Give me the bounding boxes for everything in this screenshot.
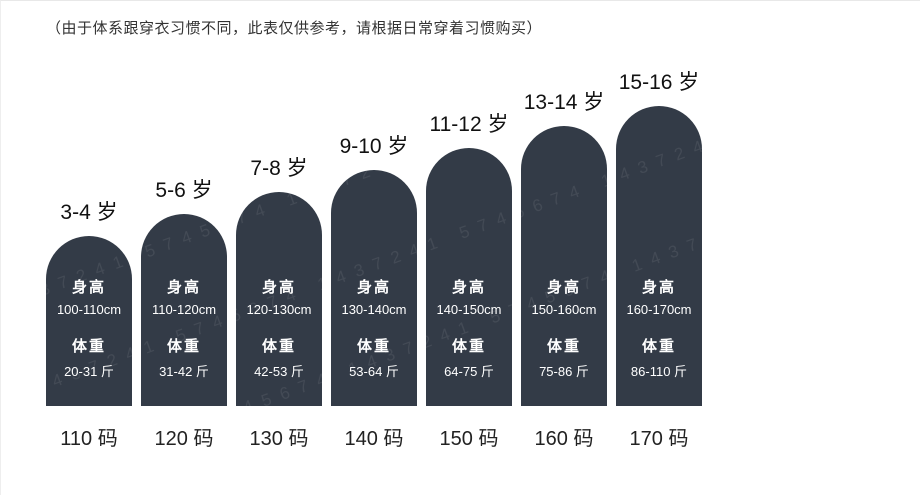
size-code-label: 130 码 (249, 428, 309, 450)
size-code-label: 120 码 (154, 428, 214, 450)
age-label: 11-12 岁 (429, 113, 509, 136)
age-label: 5-6 岁 (155, 179, 213, 202)
weight-value: 31-42 斤 (159, 364, 209, 379)
weight-label: 体重 (641, 338, 676, 355)
weight-value: 53-64 斤 (349, 364, 399, 379)
weight-label: 体重 (546, 338, 581, 355)
height-value: 110-120cm (151, 302, 217, 317)
height-label: 身高 (356, 279, 391, 296)
size-column-160: 13-14 岁 身高 150-160cm 体重 75-86 斤 160 码 (521, 86, 607, 451)
height-value: 120-130cm (246, 302, 312, 317)
weight-value: 75-86 斤 (539, 364, 589, 379)
size-column-170: 15-16 岁 身高 160-170cm 体重 86-110 斤 170 码 (616, 66, 702, 451)
age-label: 15-16 岁 (618, 71, 700, 94)
size-bar: 身高 150-160cm 体重 75-86 斤 (521, 126, 607, 406)
age-label: 3-4 岁 (60, 201, 118, 224)
height-value: 150-160cm (531, 302, 597, 317)
size-bar: 身高 100-110cm 体重 20-31 斤 (46, 236, 132, 406)
height-value: 100-110cm (56, 302, 122, 317)
age-label: 7-8 岁 (250, 157, 308, 180)
size-code-label: 110 码 (60, 428, 118, 450)
age-label: 13-14 岁 (523, 91, 605, 114)
weight-label: 体重 (356, 338, 391, 355)
size-code-label: 170 码 (629, 428, 689, 450)
weight-label: 体重 (451, 338, 486, 355)
size-code-label: 160 码 (534, 428, 594, 450)
height-value: 140-150cm (436, 302, 502, 317)
weight-label: 体重 (71, 338, 106, 355)
weight-value: 86-110 斤 (630, 364, 688, 379)
weight-label: 体重 (261, 338, 296, 355)
size-column-110: 3-4 岁 身高 100-110cm 体重 20-31 斤 110 码 (46, 196, 132, 451)
height-value: 160-170cm (626, 302, 692, 317)
height-label: 身高 (451, 279, 486, 296)
size-chart: 3-4 岁 身高 100-110cm 体重 20-31 斤 110 码 5-6 … (46, 66, 920, 451)
size-column-150: 11-12 岁 身高 140-150cm 体重 64-75 斤 150 码 (426, 108, 512, 451)
size-column-130: 7-8 岁 身高 120-130cm 体重 42-53 斤 130 码 (236, 152, 322, 451)
weight-value: 64-75 斤 (444, 364, 494, 379)
height-label: 身高 (546, 279, 581, 296)
weight-value: 42-53 斤 (254, 364, 304, 379)
age-label: 9-10 岁 (339, 135, 409, 158)
size-code-label: 150 码 (439, 428, 499, 450)
size-bar: 身高 130-140cm 体重 53-64 斤 (331, 170, 417, 406)
weight-label: 体重 (166, 338, 201, 355)
height-label: 身高 (166, 279, 201, 296)
size-column-120: 5-6 岁 身高 110-120cm 体重 31-42 斤 120 码 (141, 174, 227, 451)
size-bar: 身高 160-170cm 体重 86-110 斤 (616, 106, 702, 406)
weight-value: 20-31 斤 (64, 364, 114, 379)
size-bar: 身高 120-130cm 体重 42-53 斤 (236, 192, 322, 406)
size-code-label: 140 码 (344, 428, 404, 450)
disclaimer-note: （由于体系跟穿衣习惯不同，此表仅供参考，请根据日常穿着习惯购买） (46, 20, 543, 37)
size-bar: 身高 140-150cm 体重 64-75 斤 (426, 148, 512, 406)
height-value: 130-140cm (341, 302, 407, 317)
height-label: 身高 (641, 279, 676, 296)
height-label: 身高 (71, 279, 106, 296)
size-column-140: 9-10 岁 身高 130-140cm 体重 53-64 斤 140 码 (331, 130, 417, 451)
size-bar: 身高 110-120cm 体重 31-42 斤 (141, 214, 227, 406)
height-label: 身高 (261, 279, 296, 296)
